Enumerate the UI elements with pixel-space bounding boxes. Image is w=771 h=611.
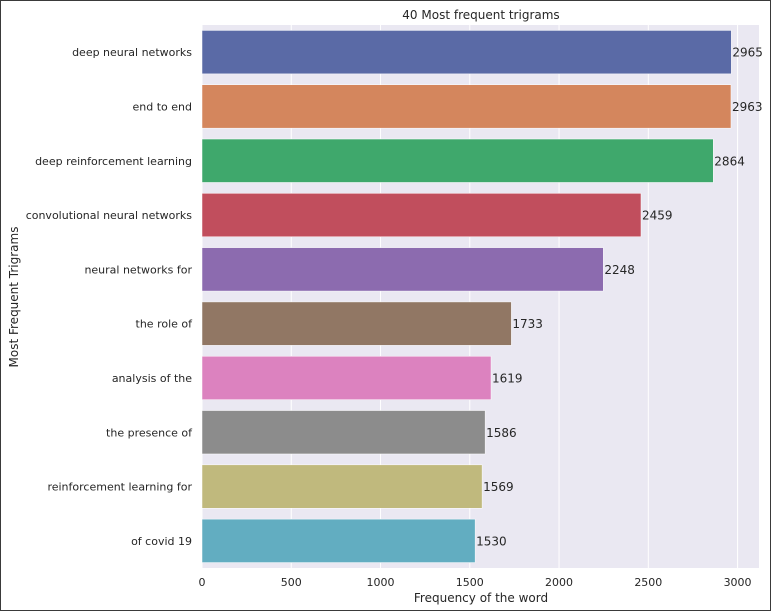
category-label: convolutional neural networks: [26, 209, 193, 222]
x-tick-label: 2000: [545, 576, 573, 589]
category-label: analysis of the: [112, 372, 192, 385]
bar-value-label: 1530: [476, 534, 507, 548]
category-label: deep reinforcement learning: [35, 155, 192, 168]
y-axis-label: Most Frequent Trigrams: [7, 227, 21, 368]
bar-value-label: 1569: [483, 480, 514, 494]
x-tick-label: 2500: [634, 576, 662, 589]
value-labels: 2965 2963 2864 2459 2248 1733 1619 1586 1569 1530: [476, 46, 763, 549]
bar: [201, 301, 512, 346]
bar: [201, 355, 492, 400]
x-axis-label: Frequency of the word: [414, 591, 548, 605]
chart-title: 40 Most frequent trigrams: [402, 8, 559, 22]
bar: [201, 138, 714, 183]
bar-value-label: 1733: [512, 317, 543, 331]
bar-value-label: 2963: [732, 100, 763, 114]
bar-value-label: 2248: [604, 263, 635, 277]
bar-value-label: 1586: [486, 426, 517, 440]
bar: [201, 410, 486, 455]
category-label: deep neural networks: [72, 46, 192, 59]
bar-value-label: 1619: [492, 371, 523, 385]
bar: [201, 247, 604, 292]
x-tick-label: 1500: [456, 576, 484, 589]
x-tick-label: 3000: [724, 576, 752, 589]
x-tick-labels: 0 500 1000 1500 2000 2500 3000: [199, 576, 752, 589]
x-tick-label: 500: [281, 576, 302, 589]
bars: [201, 30, 732, 563]
category-label: of covid 19: [131, 535, 192, 548]
bar: [201, 84, 732, 129]
bar-value-label: 2965: [732, 46, 763, 60]
category-labels: deep neural networks end to end deep reinf…: [26, 46, 193, 548]
bar: [201, 30, 732, 75]
x-tick-label: 0: [199, 576, 206, 589]
category-label: neural networks for: [84, 263, 192, 276]
bar-value-label: 2864: [714, 154, 745, 168]
category-label: the role of: [136, 318, 194, 331]
bar-value-label: 2459: [642, 209, 673, 223]
bar: [201, 518, 476, 563]
category-label: the presence of: [106, 426, 193, 439]
x-tick-label: 1000: [367, 576, 395, 589]
category-label: end to end: [133, 100, 192, 113]
bar: [201, 193, 642, 238]
bar: [201, 464, 483, 509]
category-label: reinforcement learning for: [47, 481, 192, 494]
